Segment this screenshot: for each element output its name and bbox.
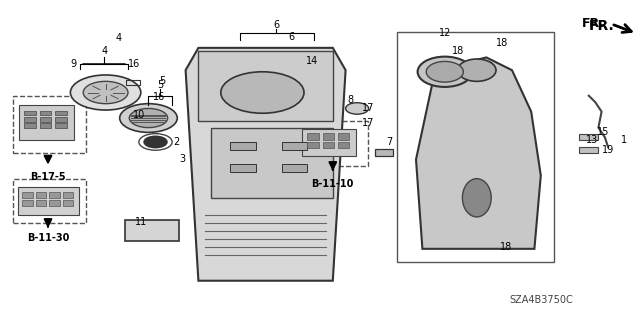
Text: 16: 16 — [128, 59, 141, 69]
Ellipse shape — [426, 62, 463, 82]
Bar — [125, 220, 179, 241]
Text: 17: 17 — [362, 103, 374, 114]
Ellipse shape — [458, 59, 496, 81]
Bar — [40, 111, 51, 115]
Text: B-11-10: B-11-10 — [312, 179, 354, 189]
Bar — [36, 192, 46, 198]
Bar — [22, 200, 33, 206]
Circle shape — [144, 136, 167, 148]
Text: FR.: FR. — [582, 18, 605, 30]
Text: 10: 10 — [133, 110, 146, 120]
Bar — [63, 200, 73, 206]
Circle shape — [70, 75, 141, 110]
Bar — [282, 164, 307, 172]
Bar — [49, 192, 60, 198]
Bar — [24, 117, 36, 122]
Bar — [230, 164, 256, 172]
Text: 3: 3 — [179, 154, 186, 165]
Bar — [323, 133, 334, 140]
Text: 18: 18 — [499, 242, 512, 252]
Circle shape — [83, 81, 128, 104]
Bar — [24, 123, 36, 128]
Bar — [24, 111, 36, 115]
Text: 8: 8 — [348, 95, 354, 106]
Bar — [55, 117, 67, 122]
Bar — [338, 142, 349, 148]
Bar — [211, 128, 333, 198]
Text: 18: 18 — [496, 38, 509, 48]
Bar — [49, 200, 60, 206]
Bar — [302, 129, 356, 156]
Text: B-17-5: B-17-5 — [30, 172, 66, 182]
Text: FR.: FR. — [589, 19, 614, 33]
Ellipse shape — [463, 179, 492, 217]
Bar — [22, 192, 33, 198]
Ellipse shape — [417, 56, 472, 87]
Circle shape — [120, 104, 177, 132]
Bar — [55, 111, 67, 115]
Bar — [40, 123, 51, 128]
Circle shape — [129, 108, 168, 128]
Text: SZA4B3750C: SZA4B3750C — [509, 295, 573, 306]
Bar — [579, 134, 598, 140]
Text: 17: 17 — [362, 118, 374, 128]
Text: 15: 15 — [596, 127, 609, 137]
Polygon shape — [416, 57, 541, 249]
Bar — [40, 117, 51, 122]
Text: 5: 5 — [157, 79, 163, 90]
Bar — [338, 133, 349, 140]
Bar — [126, 80, 140, 85]
Text: 18: 18 — [451, 46, 464, 56]
Bar — [375, 149, 393, 156]
Bar — [13, 96, 86, 153]
Circle shape — [221, 72, 304, 113]
Bar — [230, 142, 256, 150]
Text: 2: 2 — [173, 137, 179, 147]
Polygon shape — [186, 48, 346, 281]
Bar — [307, 133, 319, 140]
Text: 5: 5 — [159, 76, 165, 86]
Text: 12: 12 — [438, 28, 451, 39]
Bar — [13, 179, 86, 223]
Text: 1: 1 — [621, 135, 627, 145]
Text: B-11-30: B-11-30 — [27, 233, 69, 243]
Bar — [282, 142, 307, 150]
Text: 6: 6 — [288, 32, 294, 42]
Bar — [19, 105, 74, 140]
Bar — [55, 123, 67, 128]
Text: 19: 19 — [602, 145, 614, 155]
Bar — [36, 200, 46, 206]
Text: 9: 9 — [70, 59, 77, 69]
Text: 4: 4 — [101, 46, 108, 56]
Bar — [397, 32, 554, 262]
Text: 7: 7 — [386, 137, 392, 147]
Text: 14: 14 — [306, 56, 319, 66]
Bar — [63, 192, 73, 198]
Bar — [579, 147, 598, 153]
Bar — [323, 142, 334, 148]
Circle shape — [346, 103, 369, 114]
Text: 6: 6 — [273, 20, 280, 30]
Text: 11: 11 — [134, 217, 147, 227]
Text: 4: 4 — [115, 33, 122, 43]
Bar — [18, 187, 79, 215]
Bar — [198, 51, 333, 121]
Text: 13: 13 — [586, 135, 598, 145]
Text: 16: 16 — [152, 92, 165, 102]
Bar — [294, 121, 368, 166]
Bar — [307, 142, 319, 148]
